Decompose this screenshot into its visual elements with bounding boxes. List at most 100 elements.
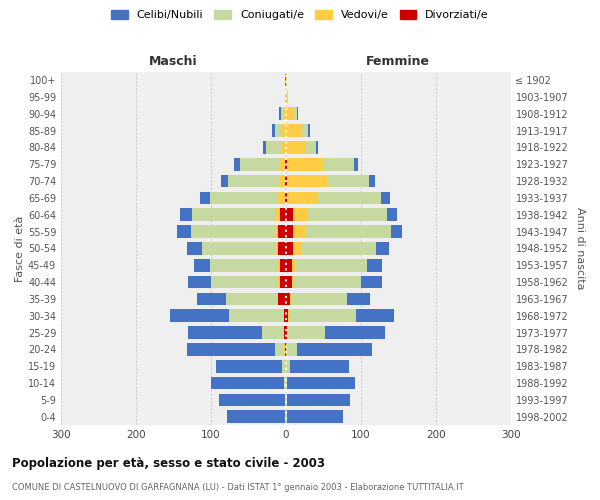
- Bar: [354, 158, 358, 170]
- Bar: [221, 175, 228, 188]
- Bar: [376, 242, 389, 254]
- Bar: [286, 158, 287, 170]
- Bar: [294, 276, 361, 288]
- Bar: [280, 259, 286, 272]
- Bar: [266, 141, 282, 154]
- Bar: [286, 394, 287, 406]
- Bar: [200, 192, 210, 204]
- Bar: [276, 208, 280, 221]
- Bar: [277, 292, 278, 305]
- Bar: [187, 242, 202, 254]
- Bar: [287, 376, 355, 390]
- Bar: [292, 276, 294, 288]
- Bar: [282, 360, 286, 372]
- Bar: [229, 310, 283, 322]
- Bar: [301, 124, 308, 137]
- Bar: [316, 141, 318, 154]
- Bar: [293, 242, 301, 254]
- Bar: [286, 376, 287, 390]
- Bar: [227, 410, 285, 423]
- Bar: [202, 242, 275, 254]
- Bar: [286, 326, 287, 339]
- Bar: [287, 175, 328, 188]
- Bar: [286, 226, 293, 238]
- Bar: [216, 360, 282, 372]
- Bar: [369, 175, 375, 188]
- Bar: [286, 276, 292, 288]
- Bar: [262, 326, 283, 339]
- Bar: [286, 410, 287, 423]
- Bar: [194, 259, 210, 272]
- Bar: [272, 124, 275, 137]
- Bar: [279, 108, 281, 120]
- Bar: [290, 292, 291, 305]
- Bar: [297, 108, 298, 120]
- Bar: [278, 292, 286, 305]
- Bar: [286, 192, 287, 204]
- Bar: [287, 158, 324, 170]
- Bar: [210, 259, 278, 272]
- Bar: [279, 175, 285, 188]
- Bar: [278, 259, 280, 272]
- Bar: [305, 226, 391, 238]
- Bar: [285, 343, 286, 355]
- Bar: [286, 90, 287, 103]
- Bar: [284, 343, 285, 355]
- Bar: [285, 394, 286, 406]
- Bar: [391, 226, 402, 238]
- Bar: [328, 175, 369, 188]
- Bar: [286, 292, 290, 305]
- Bar: [293, 208, 308, 221]
- Bar: [170, 310, 229, 322]
- Bar: [275, 242, 278, 254]
- Bar: [263, 141, 266, 154]
- Bar: [287, 410, 343, 423]
- Text: Maschi: Maschi: [149, 56, 198, 68]
- Bar: [180, 208, 192, 221]
- Bar: [288, 310, 289, 322]
- Bar: [284, 326, 286, 339]
- Bar: [287, 394, 350, 406]
- Bar: [197, 292, 226, 305]
- Bar: [305, 141, 316, 154]
- Bar: [285, 192, 286, 204]
- Bar: [226, 292, 277, 305]
- Bar: [286, 175, 287, 188]
- Text: Femmine: Femmine: [366, 56, 430, 68]
- Bar: [280, 208, 286, 221]
- Bar: [286, 259, 292, 272]
- Bar: [279, 158, 285, 170]
- Bar: [286, 343, 297, 355]
- Bar: [308, 124, 310, 137]
- Bar: [324, 158, 354, 170]
- Bar: [283, 326, 284, 339]
- Bar: [281, 108, 284, 120]
- Bar: [287, 192, 317, 204]
- Bar: [290, 360, 349, 372]
- Bar: [286, 124, 301, 137]
- Bar: [284, 310, 286, 322]
- Bar: [284, 108, 286, 120]
- Bar: [286, 108, 293, 120]
- Bar: [286, 360, 290, 372]
- Bar: [292, 259, 296, 272]
- Bar: [211, 276, 278, 288]
- Bar: [177, 226, 191, 238]
- Bar: [287, 326, 325, 339]
- Bar: [286, 310, 288, 322]
- Bar: [301, 242, 376, 254]
- Bar: [192, 208, 276, 221]
- Bar: [228, 175, 279, 188]
- Bar: [308, 208, 387, 221]
- Bar: [297, 343, 372, 355]
- Bar: [278, 192, 285, 204]
- Bar: [293, 226, 305, 238]
- Bar: [282, 124, 286, 137]
- Y-axis label: Fasce di età: Fasce di età: [15, 215, 25, 282]
- Bar: [234, 158, 240, 170]
- Bar: [285, 158, 286, 170]
- Bar: [240, 158, 279, 170]
- Bar: [387, 208, 397, 221]
- Bar: [286, 208, 293, 221]
- Bar: [210, 192, 278, 204]
